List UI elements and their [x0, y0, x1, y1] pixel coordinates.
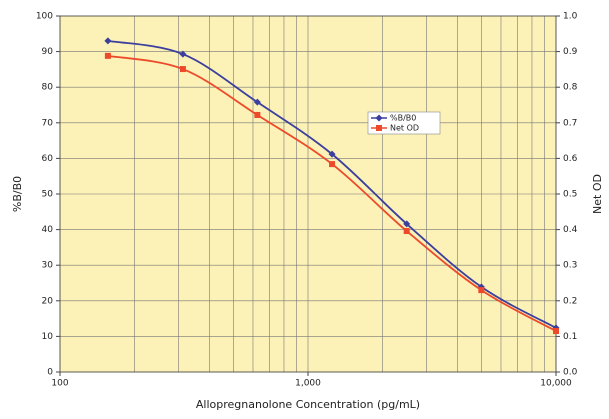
y2-tick-label: 0.6 — [563, 154, 578, 164]
x-axis-title: Allopregnanolone Concentration (pg/mL) — [196, 398, 420, 411]
y2-tick-label: 0.3 — [563, 261, 577, 271]
y2-tick-label: 0.9 — [563, 47, 578, 57]
y2-tick-label: 0.7 — [563, 118, 577, 128]
y-tick-label: 30 — [42, 261, 54, 271]
y-tick-label: 50 — [42, 190, 54, 200]
y-tick-label: 40 — [42, 225, 54, 235]
y-tick-label: 70 — [42, 118, 54, 128]
y2-tick-label: 0.2 — [563, 296, 577, 306]
marker — [104, 37, 112, 45]
x-tick-label: 10,000 — [540, 379, 572, 389]
legend-marker — [375, 114, 383, 122]
y2-axis-title: Net OD — [591, 174, 604, 214]
y2-tick-label: 1.0 — [563, 12, 578, 22]
marker — [328, 150, 336, 158]
legend-label: Net OD — [390, 124, 419, 133]
y2-tick-label: 0.1 — [563, 332, 577, 342]
marker — [179, 66, 186, 73]
legend-marker — [376, 125, 382, 131]
legend-label: %B/B0 — [390, 114, 416, 123]
marker — [104, 52, 111, 59]
y2-tick-label: 0.5 — [563, 190, 577, 200]
marker — [254, 111, 261, 118]
marker — [553, 328, 559, 335]
y-axis-title: %B/B0 — [11, 176, 24, 212]
x-tick-label: 100 — [51, 379, 68, 389]
y-tick-label: 60 — [42, 154, 54, 164]
marker — [329, 161, 336, 168]
marker — [403, 228, 410, 235]
y2-tick-label: 0.8 — [563, 83, 578, 93]
y-tick-label: 20 — [42, 296, 54, 306]
plot-border — [59, 15, 557, 373]
x-tick-label: 1,000 — [295, 379, 321, 389]
marker — [478, 287, 485, 294]
y2-tick-label: 0.4 — [563, 225, 578, 235]
y-tick-label: 0 — [47, 368, 53, 378]
y-tick-label: 80 — [42, 83, 54, 93]
marker — [253, 98, 261, 106]
y-tick-label: 10 — [42, 332, 54, 342]
y2-tick-label: 0.0 — [563, 368, 578, 378]
marker — [179, 50, 187, 58]
y-tick-label: 90 — [42, 47, 54, 57]
y-tick-label: 100 — [36, 12, 53, 22]
marker — [403, 220, 411, 228]
